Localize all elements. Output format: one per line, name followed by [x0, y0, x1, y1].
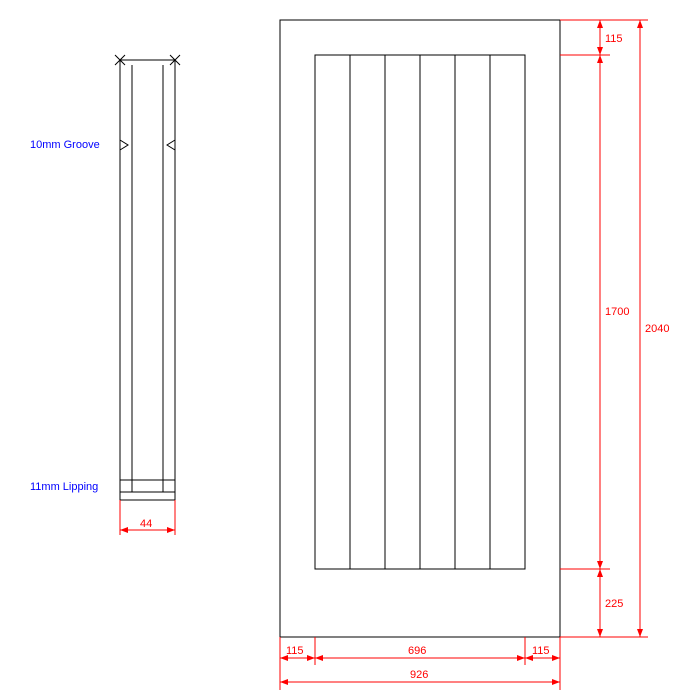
profile-width-dim: 44 — [140, 518, 152, 530]
stile-left-dim: 115 — [286, 645, 304, 657]
panel-height-dim: 1700 — [605, 306, 629, 318]
panel-width-dim: 696 — [408, 645, 426, 657]
total-height-dim: 2040 — [645, 323, 669, 335]
door-elevation: 115 1700 225 2040 115 696 115 926 — [280, 20, 669, 690]
stile-right-dim: 115 — [532, 645, 550, 657]
total-width-dim: 926 — [410, 669, 428, 681]
profile-section: 10mm Groove 11mm Lipping 44 — [30, 55, 180, 535]
top-rail-dim: 115 — [605, 33, 623, 45]
bottom-rail-dim: 225 — [605, 598, 623, 610]
technical-drawing: 10mm Groove 11mm Lipping 44 — [0, 0, 700, 700]
lipping-label: 11mm Lipping — [30, 481, 98, 493]
groove-label: 10mm Groove — [30, 139, 100, 151]
